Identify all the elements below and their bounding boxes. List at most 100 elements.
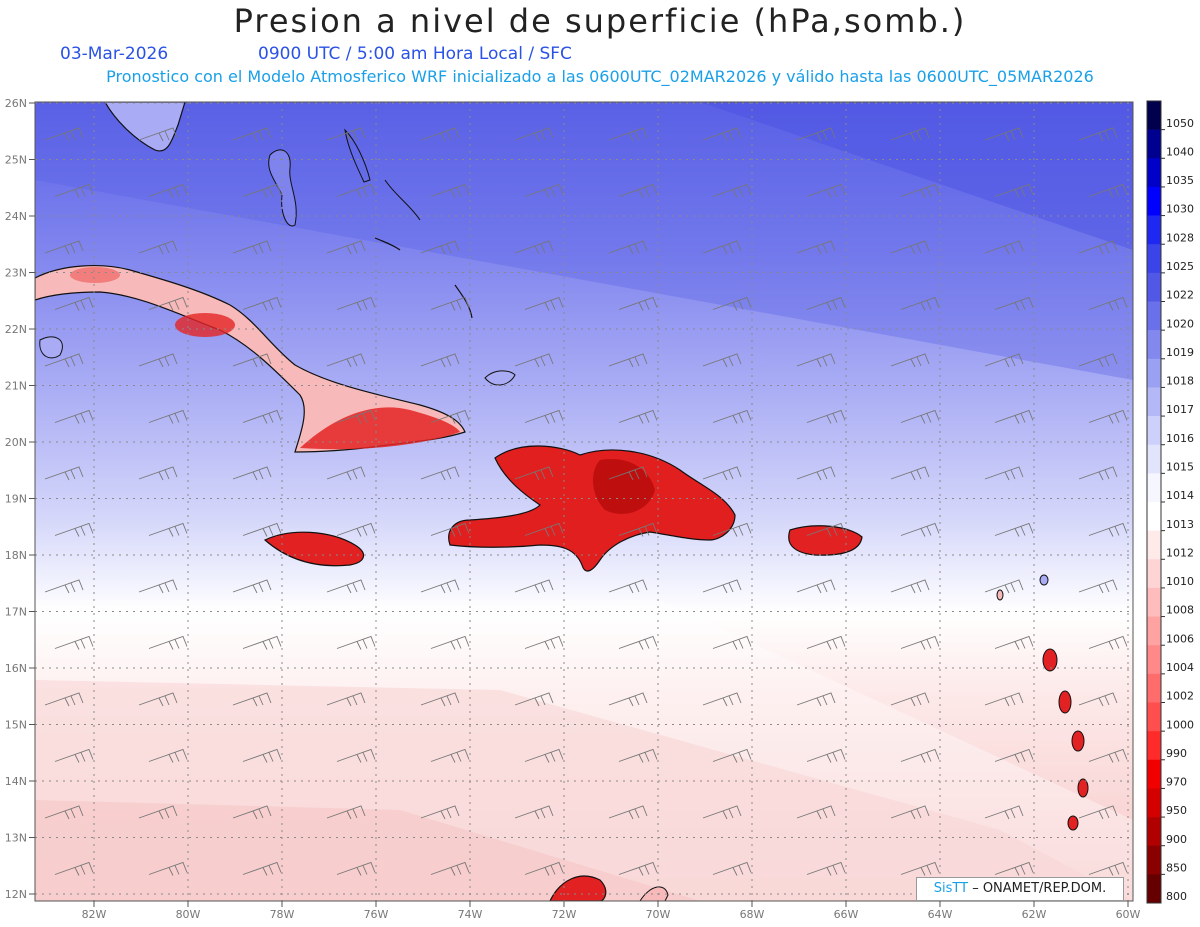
paraguana-peninsula xyxy=(639,886,669,901)
wind-barb-stroke xyxy=(1078,127,1118,142)
wind-barb-stroke xyxy=(233,919,271,927)
colorbar-segment xyxy=(1147,587,1161,617)
colorbar-segment xyxy=(1147,845,1161,875)
wind-barb xyxy=(712,183,752,198)
wind-barb-stroke xyxy=(524,296,564,311)
wind-barb-stroke xyxy=(430,409,470,424)
wind-barb-stroke xyxy=(54,861,94,876)
wind-barb xyxy=(984,692,1024,707)
wind-barb-stroke xyxy=(618,748,658,763)
wind-barb-stroke xyxy=(1173,128,1200,141)
colorbar-segment xyxy=(1147,358,1161,388)
cuba-west-low xyxy=(175,313,235,337)
wind-barb xyxy=(138,353,178,368)
wind-barb xyxy=(232,692,272,707)
wind-barb xyxy=(148,183,188,198)
wind-barb xyxy=(994,748,1034,763)
wind-barb-stroke xyxy=(994,748,1034,763)
antigua-island xyxy=(1039,574,1049,586)
colorbar-segment xyxy=(1147,473,1161,503)
wind-barb xyxy=(618,183,658,198)
wind-barb xyxy=(796,240,836,255)
lon-label: 66W xyxy=(834,908,859,921)
wind-barb-stroke xyxy=(618,861,658,876)
wind-barb-stroke xyxy=(1173,919,1200,927)
wind-barb xyxy=(618,296,658,311)
wind-barb-stroke xyxy=(608,692,648,707)
wind-barb-stroke xyxy=(994,296,1034,311)
wind-barb-stroke xyxy=(797,919,835,927)
wind-barb-stroke xyxy=(54,296,94,311)
wind-barb xyxy=(336,296,376,311)
wind-barb xyxy=(900,296,940,311)
wind-barb xyxy=(1088,748,1128,763)
wind-barb xyxy=(806,409,846,424)
wind-barb-stroke xyxy=(608,353,648,368)
wind-barb xyxy=(900,183,940,198)
wind-barbs xyxy=(44,127,1200,927)
colorbar-label: 1025 xyxy=(1166,260,1194,273)
wind-barb xyxy=(890,127,930,142)
wind-barb-stroke xyxy=(1078,240,1118,255)
wind-barb xyxy=(524,635,564,650)
wind-barb xyxy=(1088,183,1128,198)
wind-barb xyxy=(608,353,648,368)
wind-barb-stroke xyxy=(44,353,84,368)
highest-pressure-band xyxy=(700,102,1133,250)
colorbar: 1050 1040 1035 1030 1028 1025 1022 1020 1019 1018… xyxy=(1146,100,1194,904)
wind-barb-stroke xyxy=(994,635,1034,650)
wind-barb xyxy=(54,409,94,424)
wind-barb xyxy=(326,127,366,142)
wind-barb-stroke xyxy=(242,861,282,876)
lat-label: 26N xyxy=(5,97,27,110)
wind-barb xyxy=(45,919,83,927)
lon-label: 70W xyxy=(646,908,671,921)
wind-barb-stroke xyxy=(514,579,554,594)
wind-barb xyxy=(326,240,366,255)
wind-barb xyxy=(702,353,742,368)
wind-barb xyxy=(232,127,272,142)
wind-barb-stroke xyxy=(984,240,1024,255)
colorbar-label: 1019 xyxy=(1166,346,1194,359)
wind-barb-stroke xyxy=(54,183,94,198)
wind-barb-stroke xyxy=(806,748,846,763)
colorbar-label: 1035 xyxy=(1166,174,1194,187)
colorbar-label: 990 xyxy=(1166,747,1187,760)
st-kitts-island xyxy=(996,589,1004,601)
wind-barb xyxy=(514,466,554,481)
wind-barb xyxy=(796,805,836,820)
wind-barb-stroke xyxy=(514,353,554,368)
wind-barb-stroke xyxy=(608,127,648,142)
wind-barb xyxy=(148,861,188,876)
lat-lon-grid xyxy=(35,102,1133,901)
wind-barb-stroke xyxy=(420,692,460,707)
colorbar-segment xyxy=(1147,673,1161,703)
wind-barb-stroke xyxy=(420,466,460,481)
wind-barb xyxy=(242,635,282,650)
wind-barb xyxy=(148,748,188,763)
wind-barb xyxy=(326,353,366,368)
wind-barb-stroke xyxy=(806,635,846,650)
colorbar-label: 1050 xyxy=(1166,117,1194,130)
wind-barb-stroke xyxy=(984,805,1024,820)
wind-barb-stroke xyxy=(514,240,554,255)
wind-barb-stroke xyxy=(54,748,94,763)
map-frame xyxy=(34,101,1134,902)
wind-barb-stroke xyxy=(890,353,930,368)
wind-barb-stroke xyxy=(44,240,84,255)
wind-barb-stroke xyxy=(524,635,564,650)
wind-barb-stroke xyxy=(327,919,365,927)
wind-barb-stroke xyxy=(44,579,84,594)
wind-barb-stroke xyxy=(703,919,741,927)
wind-barb-stroke xyxy=(900,522,940,537)
wind-barb xyxy=(994,296,1034,311)
wind-barb-stroke xyxy=(232,692,272,707)
lat-label: 21N xyxy=(5,380,27,393)
wind-barb-stroke xyxy=(242,522,282,537)
wind-barb xyxy=(430,522,470,537)
colorbar-segment xyxy=(1147,301,1161,331)
wind-barb-stroke xyxy=(148,635,188,650)
wind-barb xyxy=(514,127,554,142)
wind-barb xyxy=(44,353,84,368)
wind-barb-stroke xyxy=(420,805,460,820)
